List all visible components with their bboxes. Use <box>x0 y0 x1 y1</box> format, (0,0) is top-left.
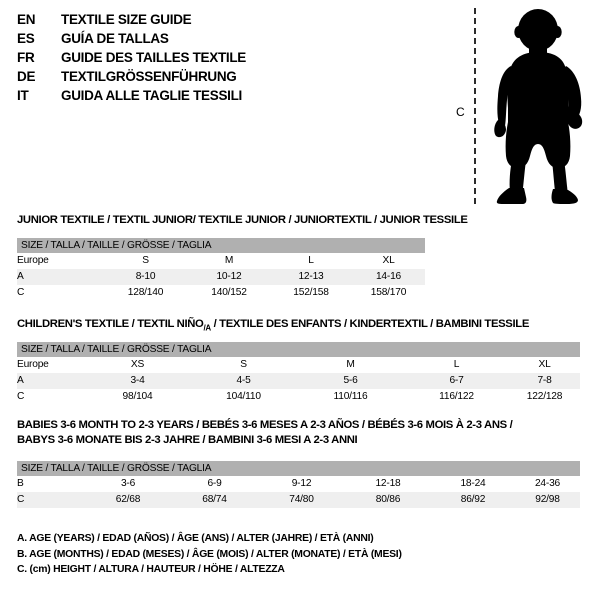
toddler-silhouette-icon <box>494 9 583 204</box>
cell-value: 3-4 <box>85 373 190 389</box>
cell-value: 152/158 <box>270 285 352 301</box>
cell-value: 86/92 <box>431 492 515 508</box>
cell-value: 158/170 <box>352 285 425 301</box>
language-code: ES <box>17 31 35 46</box>
table-row: B 3-6 6-9 9-12 12-18 18-24 24-36 <box>17 476 581 492</box>
babies-section-heading-line1: BABIES 3-6 MONTH TO 2-3 YEARS / BEBÉS 3-… <box>17 419 513 431</box>
cell-value: 4-5 <box>190 373 297 389</box>
cell-value: L <box>404 357 509 373</box>
cell-value: 6-9 <box>171 476 258 492</box>
cell-value: L <box>270 253 352 269</box>
legend-item-age-months: B. AGE (MONTHS) / EDAD (MESES) / ÂGE (MO… <box>17 548 402 560</box>
row-label: A <box>17 373 85 389</box>
row-label: B <box>17 476 85 492</box>
children-heading-pre: CHILDREN'S TEXTILE / TEXTIL NIÑO <box>17 318 204 330</box>
cell-value: 116/122 <box>404 389 509 405</box>
language-row: FR GUIDE DES TAILLES TEXTILE <box>17 48 347 67</box>
children-size-table: SIZE / TALLA / TAILLE / GRÖSSE / TAGLIA … <box>17 342 581 405</box>
cell-value: M <box>297 357 404 373</box>
language-row: DE TEXTILGRÖSSENFÜHRUNG <box>17 67 347 86</box>
size-band-label: SIZE / TALLA / TAILLE / GRÖSSE / TAGLIA <box>17 461 581 476</box>
cell-value: 24-36 <box>515 476 581 492</box>
junior-section-heading: JUNIOR TEXTILE / TEXTIL JUNIOR/ TEXTILE … <box>17 214 468 226</box>
language-row: EN TEXTILE SIZE GUIDE <box>17 10 347 29</box>
height-measure-label: C <box>456 105 465 119</box>
table-row: Europe S M L XL <box>17 253 425 269</box>
cell-value: 7-8 <box>509 373 581 389</box>
cell-value: 62/68 <box>85 492 171 508</box>
cell-value: 80/86 <box>345 492 431 508</box>
height-measurement-illustration: C <box>440 0 600 212</box>
table-row: C 62/68 68/74 74/80 80/86 86/92 92/98 <box>17 492 581 508</box>
cell-value: S <box>190 357 297 373</box>
language-title: TEXTILE SIZE GUIDE <box>61 12 192 27</box>
cell-value: XL <box>352 253 425 269</box>
cell-value: 9-12 <box>258 476 345 492</box>
cell-value: 98/104 <box>85 389 190 405</box>
legend-item-height: C. (cm) HEIGHT / ALTURA / HAUTEUR / HÖHE… <box>17 564 285 575</box>
language-row: ES GUÍA DE TALLAS <box>17 29 347 48</box>
babies-section-heading-line2: BABYS 3-6 MONATE BIS 2-3 JAHRE / BAMBINI… <box>17 434 358 446</box>
language-title: GUIDA ALLE TAGLIE TESSILI <box>61 88 242 103</box>
legend-item-age-years: A. AGE (YEARS) / EDAD (AÑOS) / ÂGE (ANS)… <box>17 533 374 544</box>
cell-value: 74/80 <box>258 492 345 508</box>
cell-value: 5-6 <box>297 373 404 389</box>
cell-value: 10-12 <box>188 269 270 285</box>
language-code: DE <box>17 69 36 84</box>
cell-value: 3-6 <box>85 476 171 492</box>
table-band-row: SIZE / TALLA / TAILLE / GRÖSSE / TAGLIA <box>17 342 581 357</box>
size-band-label: SIZE / TALLA / TAILLE / GRÖSSE / TAGLIA <box>17 342 581 357</box>
row-label: C <box>17 389 85 405</box>
language-title: GUIDE DES TAILLES TEXTILE <box>61 50 247 65</box>
row-label: C <box>17 492 85 508</box>
measurement-legend: A. AGE (YEARS) / EDAD (AÑOS) / ÂGE (ANS)… <box>17 531 577 578</box>
cell-value: 110/116 <box>297 389 404 405</box>
language-row: IT GUIDA ALLE TAGLIE TESSILI <box>17 86 347 105</box>
cell-value: 14-16 <box>352 269 425 285</box>
cell-value: 68/74 <box>171 492 258 508</box>
language-code: FR <box>17 50 35 65</box>
cell-value: 8-10 <box>103 269 188 285</box>
cell-value: 18-24 <box>431 476 515 492</box>
cell-value: XS <box>85 357 190 373</box>
table-row: C 128/140 140/152 152/158 158/170 <box>17 285 425 301</box>
cell-value: 128/140 <box>103 285 188 301</box>
size-band-label: SIZE / TALLA / TAILLE / GRÖSSE / TAGLIA <box>17 238 425 253</box>
cell-value: M <box>188 253 270 269</box>
children-section-heading: CHILDREN'S TEXTILE / TEXTIL NIÑO/A / TEX… <box>17 318 529 332</box>
row-label: C <box>17 285 103 301</box>
language-title: TEXTILGRÖSSENFÜHRUNG <box>61 69 237 84</box>
cell-value: 104/110 <box>190 389 297 405</box>
height-measure-dashed-line <box>474 8 476 204</box>
table-band-row: SIZE / TALLA / TAILLE / GRÖSSE / TAGLIA <box>17 238 425 253</box>
table-band-row: SIZE / TALLA / TAILLE / GRÖSSE / TAGLIA <box>17 461 581 476</box>
cell-value: 92/98 <box>515 492 581 508</box>
children-heading-post: / TEXTILE DES ENFANTS / KINDERTEXTIL / B… <box>210 318 530 330</box>
table-row: C 98/104 104/110 110/116 116/122 122/128 <box>17 389 581 405</box>
junior-size-table: SIZE / TALLA / TAILLE / GRÖSSE / TAGLIA … <box>17 238 425 301</box>
language-code: IT <box>17 88 29 103</box>
babies-size-table: SIZE / TALLA / TAILLE / GRÖSSE / TAGLIA … <box>17 461 581 508</box>
cell-value: 140/152 <box>188 285 270 301</box>
language-code: EN <box>17 12 36 27</box>
language-title-block: EN TEXTILE SIZE GUIDE ES GUÍA DE TALLAS … <box>17 10 347 105</box>
language-title: GUÍA DE TALLAS <box>61 31 169 46</box>
table-row: Europe XS S M L XL <box>17 357 581 373</box>
cell-value: XL <box>509 357 581 373</box>
cell-value: 12-18 <box>345 476 431 492</box>
cell-value: S <box>103 253 188 269</box>
row-label: Europe <box>17 357 85 373</box>
cell-value: 6-7 <box>404 373 509 389</box>
row-label: A <box>17 269 103 285</box>
table-row: A 8-10 10-12 12-13 14-16 <box>17 269 425 285</box>
row-label: Europe <box>17 253 103 269</box>
children-heading-sub: /A <box>203 323 211 333</box>
cell-value: 12-13 <box>270 269 352 285</box>
table-row: A 3-4 4-5 5-6 6-7 7-8 <box>17 373 581 389</box>
cell-value: 122/128 <box>509 389 581 405</box>
